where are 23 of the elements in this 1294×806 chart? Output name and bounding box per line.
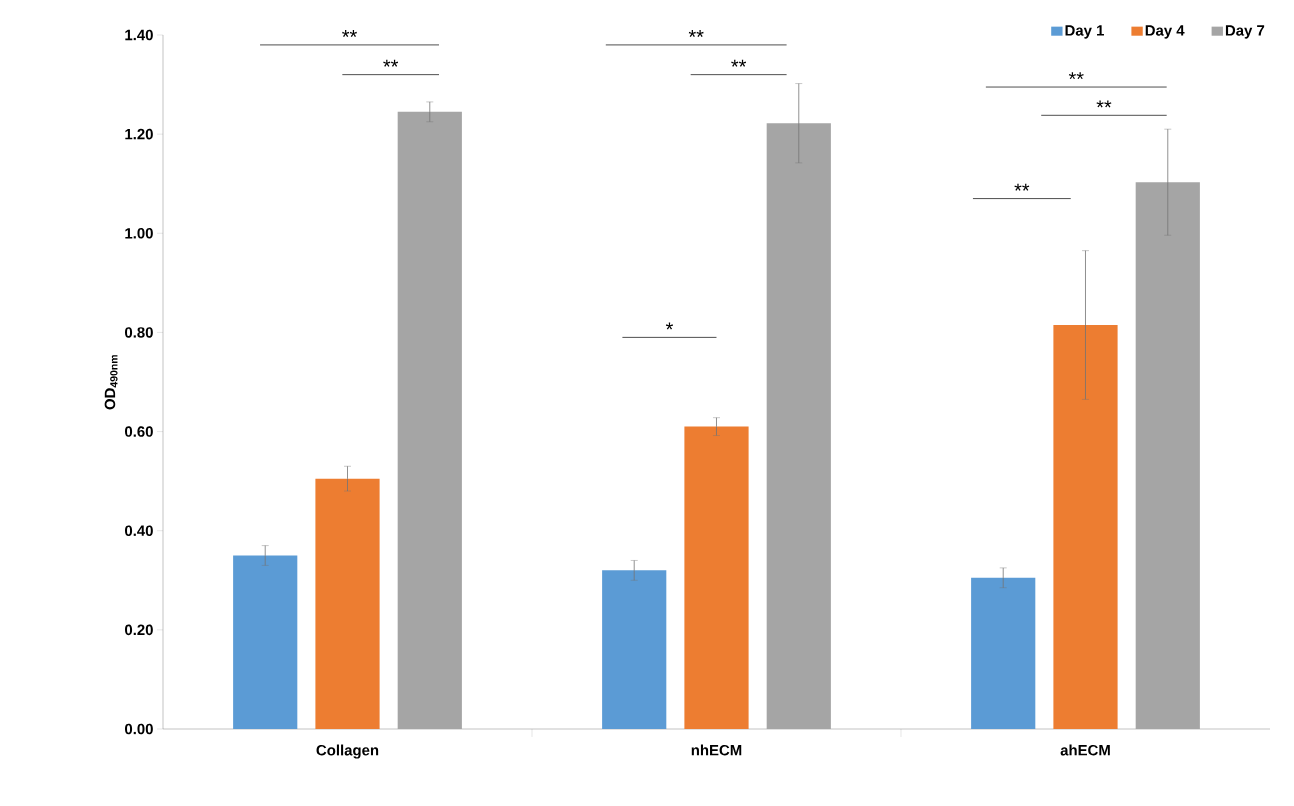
y-tick-label: 0.40	[124, 525, 153, 536]
legend-label: Day 7	[1225, 25, 1265, 39]
y-tick-label: 0.00	[124, 723, 153, 735]
y-tick-label: 1.20	[125, 128, 153, 140]
annotation: *	[665, 322, 674, 330]
y-axis-title: OD$_{490nm}$	[104, 355, 118, 410]
annotation: **	[383, 59, 399, 67]
annotation: **	[688, 30, 704, 37]
x-tick-label: nhECM	[691, 744, 742, 756]
annotation: **	[1068, 72, 1084, 80]
annotation: **	[731, 59, 747, 67]
y-tick-label: 1.00	[125, 227, 153, 239]
y-tick-label: 0.60	[124, 426, 153, 437]
y-tick-label: 1.40	[125, 29, 153, 41]
x-tick-label: Collagen	[316, 744, 379, 759]
x-tick-label: ahECM	[1060, 744, 1110, 756]
annotation: **	[342, 30, 357, 37]
annotation: **	[1096, 100, 1112, 108]
y-tick-label: 0.20	[124, 624, 153, 636]
legend-label: Day 4	[1145, 25, 1185, 39]
annotation: **	[1014, 183, 1030, 191]
y-tick-label: 0.80	[124, 327, 153, 338]
legend-label: Day 1	[1065, 25, 1104, 39]
